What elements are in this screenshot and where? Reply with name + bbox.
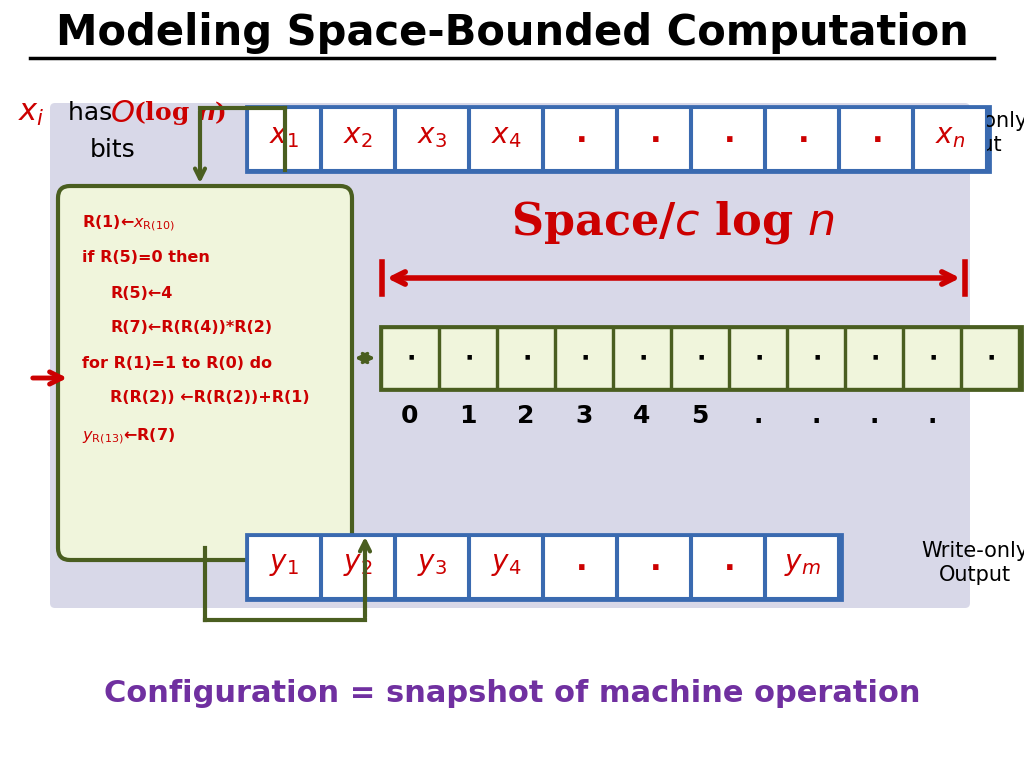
Text: Write-only
Output: Write-only Output (922, 541, 1024, 584)
Text: $\boldsymbol{y_m}$: $\boldsymbol{y_m}$ (783, 551, 820, 578)
Text: $\boldsymbol{y_{2}}$: $\boldsymbol{y_{2}}$ (343, 551, 373, 578)
Text: .: . (754, 404, 763, 428)
Text: $\mathbf{\cdot}$: $\mathbf{\cdot}$ (574, 551, 586, 582)
Text: $\mathbf{\cdot}$: $\mathbf{\cdot}$ (869, 346, 879, 369)
Text: .: . (869, 404, 879, 428)
Text: R(1)←$x_{\rm R(10)}$: R(1)←$x_{\rm R(10)}$ (82, 214, 175, 233)
Text: 3: 3 (575, 404, 593, 428)
Text: R(R(2)) ←R(R(2))+R(1): R(R(2)) ←R(R(2))+R(1) (110, 390, 309, 406)
Text: $\mathbf{\cdot}$: $\mathbf{\cdot}$ (521, 346, 530, 369)
Text: for R(1)=1 to R(0) do: for R(1)=1 to R(0) do (82, 356, 272, 370)
FancyBboxPatch shape (544, 536, 616, 598)
Text: $\mathbf{\cdot}$: $\mathbf{\cdot}$ (754, 346, 763, 369)
Text: R(7)←R(R(4))*R(2): R(7)←R(R(4))*R(2) (110, 320, 272, 336)
Text: has: has (60, 101, 120, 125)
Text: $\boldsymbol{x_i}$: $\boldsymbol{x_i}$ (18, 98, 45, 128)
Text: $y_{\rm R(13)}$←R(7): $y_{\rm R(13)}$←R(7) (82, 426, 175, 445)
FancyBboxPatch shape (614, 328, 670, 388)
FancyBboxPatch shape (322, 536, 394, 598)
Text: $\boldsymbol{x_{3}}$: $\boldsymbol{x_{3}}$ (417, 123, 447, 150)
Text: $\boldsymbol{x_{1}}$: $\boldsymbol{x_{1}}$ (269, 123, 299, 150)
Text: 1: 1 (459, 404, 477, 428)
FancyBboxPatch shape (248, 108, 319, 170)
FancyBboxPatch shape (248, 536, 319, 598)
Text: Read-only
Input: Read-only Input (923, 111, 1024, 154)
Text: $\mathbf{\cdot}$: $\mathbf{\cdot}$ (695, 346, 705, 369)
FancyBboxPatch shape (672, 328, 728, 388)
Text: $\mathbf{\cdot}$: $\mathbf{\cdot}$ (723, 124, 733, 154)
Text: $\mathbf{\cdot}$: $\mathbf{\cdot}$ (649, 124, 659, 154)
FancyBboxPatch shape (840, 108, 912, 170)
FancyBboxPatch shape (50, 103, 970, 608)
Text: Space/$c$ log $n$: Space/$c$ log $n$ (511, 200, 835, 247)
Text: $\mathbf{\cdot}$: $\mathbf{\cdot}$ (580, 346, 589, 369)
Text: R(5)←4: R(5)←4 (110, 286, 172, 300)
FancyBboxPatch shape (382, 328, 438, 388)
FancyBboxPatch shape (544, 108, 616, 170)
Text: $\mathbf{\cdot}$: $\mathbf{\cdot}$ (464, 346, 472, 369)
FancyBboxPatch shape (692, 536, 764, 598)
FancyBboxPatch shape (246, 534, 842, 600)
FancyBboxPatch shape (914, 108, 986, 170)
FancyBboxPatch shape (788, 328, 844, 388)
FancyBboxPatch shape (322, 108, 394, 170)
Text: $\boldsymbol{x_n}$: $\boldsymbol{x_n}$ (935, 123, 965, 150)
Text: $\mathbf{\cdot}$: $\mathbf{\cdot}$ (870, 124, 882, 154)
FancyBboxPatch shape (58, 186, 352, 560)
Text: $\mathbf{\cdot}$: $\mathbf{\cdot}$ (723, 551, 733, 582)
FancyBboxPatch shape (440, 328, 496, 388)
Text: (log $\boldsymbol{n}$): (log $\boldsymbol{n}$) (133, 99, 226, 127)
Text: $\mathbf{\cdot}$: $\mathbf{\cdot}$ (812, 346, 820, 369)
FancyBboxPatch shape (246, 106, 990, 172)
Text: $\mathbf{\cdot}$: $\mathbf{\cdot}$ (638, 346, 646, 369)
Text: 0: 0 (401, 404, 419, 428)
Text: $\mathbf{\cdot}$: $\mathbf{\cdot}$ (406, 346, 415, 369)
Text: Modeling Space-Bounded Computation: Modeling Space-Bounded Computation (55, 12, 969, 54)
FancyBboxPatch shape (396, 108, 468, 170)
Text: $\mathbf{\cdot}$: $\mathbf{\cdot}$ (985, 346, 994, 369)
Text: 5: 5 (691, 404, 709, 428)
Text: $\mathbf{\cdot}$: $\mathbf{\cdot}$ (928, 346, 936, 369)
Text: 2: 2 (517, 404, 535, 428)
FancyBboxPatch shape (730, 328, 786, 388)
FancyBboxPatch shape (904, 328, 961, 388)
Text: .: . (928, 404, 937, 428)
Text: $\boldsymbol{y_{3}}$: $\boldsymbol{y_{3}}$ (417, 551, 447, 578)
Text: $\mathbf{\cdot}$: $\mathbf{\cdot}$ (649, 551, 659, 582)
Text: $\boldsymbol{\mathit{O}}$: $\boldsymbol{\mathit{O}}$ (110, 98, 135, 128)
Text: if R(5)=0 then: if R(5)=0 then (82, 250, 210, 266)
FancyBboxPatch shape (470, 108, 542, 170)
Text: $\boldsymbol{y_{1}}$: $\boldsymbol{y_{1}}$ (269, 551, 299, 578)
FancyBboxPatch shape (618, 108, 690, 170)
Text: $\mathbf{\cdot}$: $\mathbf{\cdot}$ (574, 124, 586, 154)
Text: $\boldsymbol{x_{2}}$: $\boldsymbol{x_{2}}$ (343, 123, 373, 150)
Text: $\boldsymbol{y_{4}}$: $\boldsymbol{y_{4}}$ (490, 551, 521, 578)
Text: .: . (811, 404, 820, 428)
Text: Configuration = snapshot of machine operation: Configuration = snapshot of machine oper… (103, 678, 921, 707)
FancyBboxPatch shape (470, 536, 542, 598)
FancyBboxPatch shape (498, 328, 554, 388)
FancyBboxPatch shape (846, 328, 902, 388)
FancyBboxPatch shape (380, 326, 1022, 390)
FancyBboxPatch shape (766, 536, 838, 598)
FancyBboxPatch shape (396, 536, 468, 598)
Text: $\boldsymbol{x_{4}}$: $\boldsymbol{x_{4}}$ (490, 123, 521, 150)
Text: $\mathbf{\cdot}$: $\mathbf{\cdot}$ (797, 124, 807, 154)
FancyBboxPatch shape (556, 328, 612, 388)
FancyBboxPatch shape (618, 536, 690, 598)
Text: bits: bits (90, 138, 136, 162)
FancyBboxPatch shape (766, 108, 838, 170)
Text: 4: 4 (633, 404, 650, 428)
FancyBboxPatch shape (962, 328, 1018, 388)
FancyBboxPatch shape (692, 108, 764, 170)
